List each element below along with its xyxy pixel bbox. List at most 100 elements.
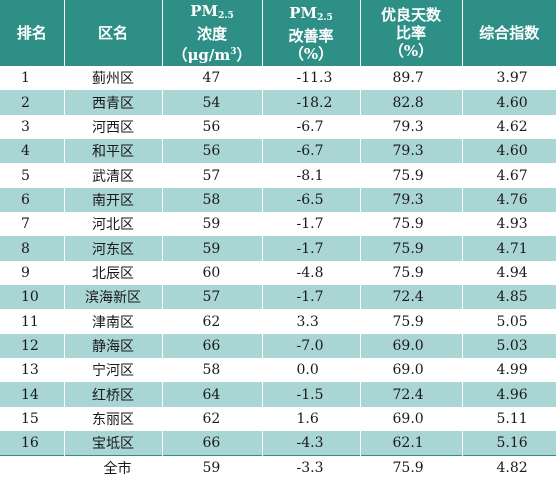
- total-row: 全市 59 -3.3 75.9 4.82: [0, 454, 556, 480]
- row-improvement: -1.7: [262, 236, 361, 261]
- row-improvement: 1.6: [262, 406, 361, 432]
- table-row: 2 西青区 54 -18.2 82.8 4.60: [0, 90, 556, 115]
- table-header: 排名 区名 PM2.5 浓度 （μg/m3） PM2.5 改善率 （%） 优良天…: [0, 0, 556, 66]
- row-pm25: 56: [162, 114, 263, 140]
- row-rank: 1: [0, 66, 65, 91]
- row-improvement: -8.1: [262, 163, 361, 188]
- row-composite: 4.85: [462, 285, 556, 310]
- row-pm25: 62: [162, 406, 263, 432]
- header-row: 排名 区名 PM2.5 浓度 （μg/m3） PM2.5 改善率 （%） 优良天…: [0, 0, 556, 66]
- row-pm25: 59: [162, 212, 263, 237]
- row-good-ratio: 72.4: [360, 382, 463, 407]
- row-rank: 5: [0, 163, 65, 188]
- row-improvement: -18.2: [262, 90, 361, 115]
- row-composite: 4.67: [462, 163, 556, 188]
- row-rank: 9: [0, 260, 65, 286]
- header-pm25-concentration: PM2.5 浓度 （μg/m3）: [162, 0, 263, 66]
- row-composite: 4.93: [462, 212, 556, 237]
- table-row: 6 南开区 58 -6.5 79.3 4.76: [0, 187, 556, 213]
- row-rank: 4: [0, 139, 65, 164]
- table-row: 13 宁河区 58 0.0 69.0 4.99: [0, 358, 556, 383]
- header-good-days-ratio: 优良天数 比率 （%）: [360, 0, 463, 66]
- row-district: 西青区: [64, 90, 163, 115]
- row-district: 滨海新区: [64, 285, 163, 310]
- row-pm25: 58: [162, 187, 263, 213]
- row-district: 和平区: [64, 139, 163, 164]
- row-rank: 14: [0, 382, 65, 407]
- row-good-ratio: 69.0: [360, 406, 463, 432]
- row-composite: 5.05: [462, 309, 556, 334]
- row-improvement: -6.5: [262, 187, 361, 213]
- total-good-ratio: 75.9: [360, 454, 463, 480]
- row-improvement: -1.5: [262, 382, 361, 407]
- header-district: 区名: [64, 0, 163, 66]
- row-district: 津南区: [64, 309, 163, 334]
- row-rank: 7: [0, 212, 65, 237]
- row-composite: 5.03: [462, 333, 556, 359]
- row-good-ratio: 79.3: [360, 114, 463, 140]
- header-pm25-improvement: PM2.5 改善率 （%）: [262, 0, 361, 66]
- row-rank: 3: [0, 114, 65, 140]
- row-pm25: 47: [162, 66, 263, 91]
- table-row: 10 滨海新区 57 -1.7 72.4 4.85: [0, 285, 556, 310]
- row-rank: 12: [0, 333, 65, 359]
- row-composite: 5.11: [462, 406, 556, 432]
- table-row: 11 津南区 62 3.3 75.9 5.05: [0, 309, 556, 334]
- row-composite: 4.94: [462, 260, 556, 286]
- row-good-ratio: 75.9: [360, 260, 463, 286]
- row-good-ratio: 82.8: [360, 90, 463, 115]
- row-district: 北辰区: [64, 260, 163, 286]
- row-district: 东丽区: [64, 406, 163, 432]
- row-district: 宁河区: [64, 358, 163, 383]
- row-pm25: 57: [162, 285, 263, 310]
- table-row: 7 河北区 59 -1.7 75.9 4.93: [0, 212, 556, 237]
- row-rank: 16: [0, 431, 65, 456]
- row-good-ratio: 79.3: [360, 187, 463, 213]
- row-pm25: 58: [162, 358, 263, 383]
- row-rank: 15: [0, 406, 65, 432]
- row-composite: 4.60: [462, 139, 556, 164]
- table-row: 5 武清区 57 -8.1 75.9 4.67: [0, 163, 556, 188]
- row-composite: 4.96: [462, 382, 556, 407]
- row-good-ratio: 72.4: [360, 285, 463, 310]
- row-pm25: 66: [162, 431, 263, 456]
- total-improvement: -3.3: [262, 454, 361, 480]
- row-good-ratio: 75.9: [360, 212, 463, 237]
- table-row: 12 静海区 66 -7.0 69.0 5.03: [0, 333, 556, 359]
- row-pm25: 64: [162, 382, 263, 407]
- row-good-ratio: 79.3: [360, 139, 463, 164]
- row-pm25: 60: [162, 260, 263, 286]
- row-improvement: -6.7: [262, 139, 361, 164]
- row-improvement: -11.3: [262, 66, 361, 91]
- row-pm25: 59: [162, 236, 263, 261]
- row-good-ratio: 69.0: [360, 358, 463, 383]
- row-rank: 8: [0, 236, 65, 261]
- header-composite-index: 综合指数: [462, 0, 556, 66]
- table-row: 1 蓟州区 47 -11.3 89.7 3.97: [0, 66, 556, 91]
- row-composite: 4.71: [462, 236, 556, 261]
- row-good-ratio: 75.9: [360, 309, 463, 334]
- table-body: 1 蓟州区 47 -11.3 89.7 3.97 2 西青区 54 -18.2 82.8 4.60 3 河…: [0, 66, 556, 480]
- table-row: 8 河东区 59 -1.7 75.9 4.71: [0, 236, 556, 261]
- row-improvement: 3.3: [262, 309, 361, 334]
- table-row: 9 北辰区 60 -4.8 75.9 4.94: [0, 260, 556, 286]
- row-good-ratio: 89.7: [360, 66, 463, 91]
- row-improvement: -4.8: [262, 260, 361, 286]
- header-rank: 排名: [0, 0, 65, 66]
- row-district: 南开区: [64, 187, 163, 213]
- row-improvement: -6.7: [262, 114, 361, 140]
- row-pm25: 54: [162, 90, 263, 115]
- row-good-ratio: 69.0: [360, 333, 463, 359]
- row-district: 河东区: [64, 236, 163, 261]
- row-district: 武清区: [64, 163, 163, 188]
- row-composite: 4.60: [462, 90, 556, 115]
- row-rank: 13: [0, 358, 65, 383]
- row-improvement: -7.0: [262, 333, 361, 359]
- row-improvement: -1.7: [262, 285, 361, 310]
- row-district: 河西区: [64, 114, 163, 140]
- row-pm25: 66: [162, 333, 263, 359]
- row-pm25: 62: [162, 309, 263, 334]
- row-district: 蓟州区: [64, 66, 163, 91]
